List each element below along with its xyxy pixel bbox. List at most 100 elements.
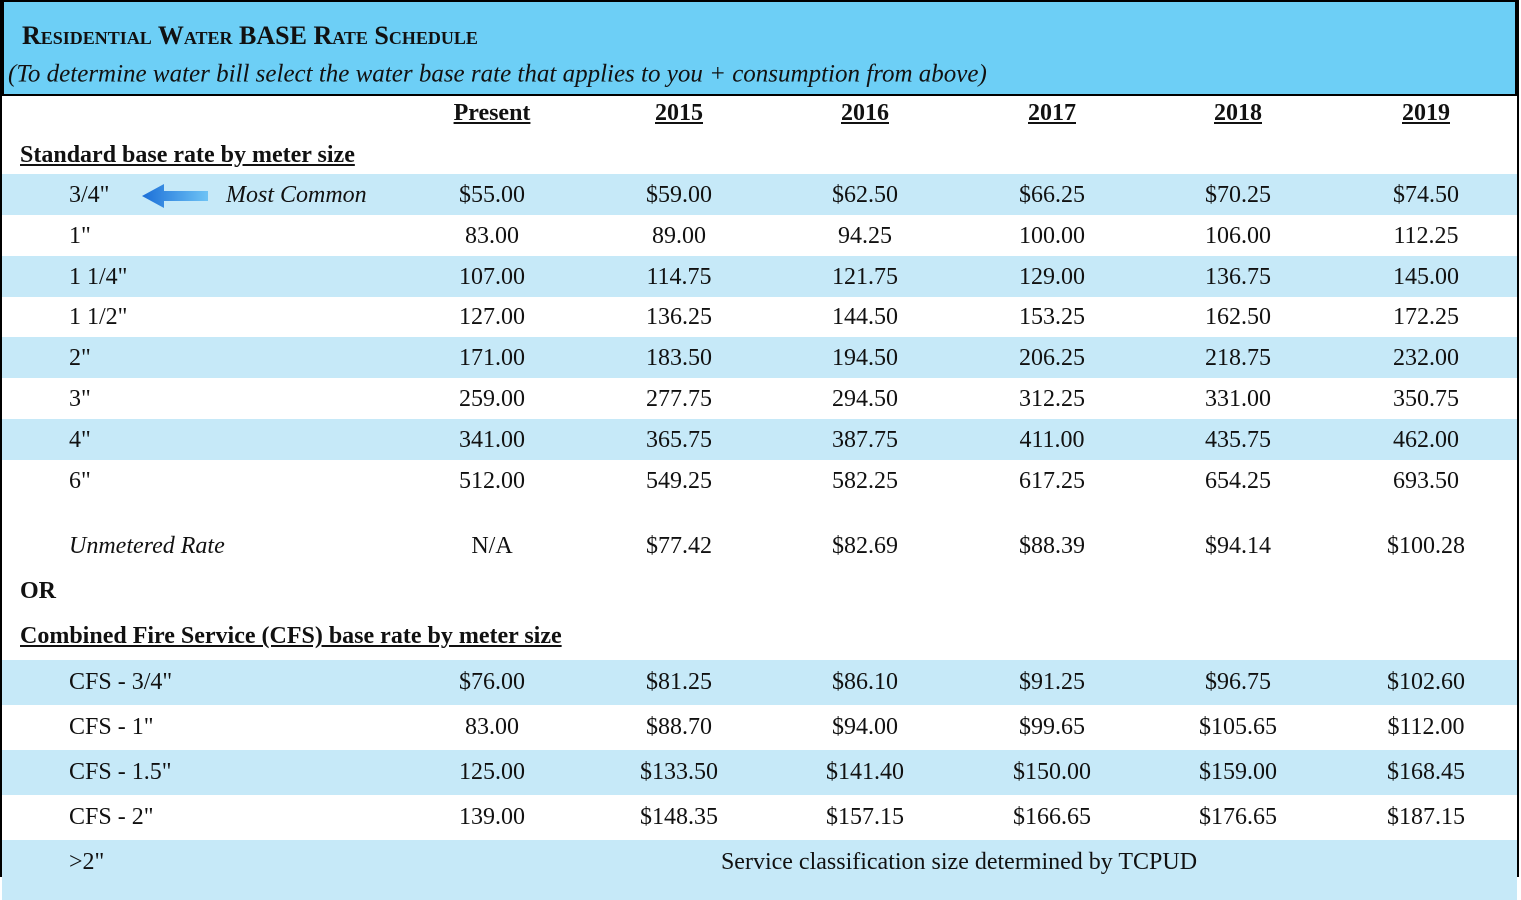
cell: 107.00: [459, 263, 525, 290]
cell: 617.25: [1019, 467, 1085, 494]
cell: $62.50: [832, 182, 898, 208]
cell: 83.00: [465, 222, 519, 249]
cell: 136.75: [1205, 263, 1271, 290]
cell: 462.00: [1393, 426, 1459, 453]
row-label: 2": [69, 345, 91, 372]
cell: 654.25: [1205, 467, 1271, 494]
row-label: 3/4": [69, 182, 110, 208]
row-band: [2, 750, 1517, 795]
row-label: 6": [69, 467, 91, 494]
cell: $96.75: [1205, 669, 1271, 695]
cell: $148.35: [640, 804, 718, 830]
cell: $176.65: [1199, 804, 1277, 830]
cell: $102.60: [1387, 669, 1465, 695]
cell: $59.00: [646, 182, 712, 208]
cell: $105.65: [1199, 714, 1277, 740]
column-header: 2016: [841, 100, 889, 126]
cell: 365.75: [646, 426, 712, 453]
cell: $91.25: [1019, 669, 1085, 695]
cell: 125.00: [459, 759, 525, 785]
cell: 136.25: [646, 304, 712, 331]
cell: 435.75: [1205, 426, 1271, 453]
title: Residential Water BASE Rate Schedule: [22, 21, 478, 50]
row-label: 1 1/4": [69, 263, 128, 290]
cell: $88.70: [646, 714, 712, 740]
cell: $112.00: [1387, 714, 1465, 740]
cell: 94.25: [838, 222, 892, 249]
arrow-icon: [142, 184, 208, 208]
cell: 153.25: [1019, 304, 1085, 331]
row-label: CFS - 1.5": [69, 759, 172, 785]
cell: 139.00: [459, 804, 525, 830]
cell: 549.25: [646, 467, 712, 494]
column-header: 2015: [655, 100, 703, 126]
cell: 350.75: [1393, 386, 1459, 412]
cell: 162.50: [1205, 304, 1271, 331]
cell: $168.45: [1387, 759, 1465, 785]
column-header: 2018: [1214, 100, 1262, 126]
cell: 100.00: [1019, 222, 1085, 249]
cell: 144.50: [832, 304, 898, 331]
cell: $133.50: [640, 759, 718, 785]
cell: 127.00: [459, 304, 525, 331]
cell: 582.25: [832, 467, 898, 494]
cell: 206.25: [1019, 345, 1085, 372]
cell: 218.75: [1205, 345, 1271, 372]
cell: 387.75: [832, 426, 898, 453]
cell: $141.40: [826, 759, 904, 785]
cell: 114.75: [646, 263, 712, 290]
cell: $74.50: [1393, 182, 1459, 208]
row-band: [2, 418, 1517, 460]
column-header: 2017: [1028, 100, 1076, 126]
row-band: [2, 174, 1517, 215]
cell: $94.14: [1205, 533, 1271, 559]
row-label: 1": [69, 222, 91, 249]
row-label: CFS - 1": [69, 714, 154, 740]
cell: 294.50: [832, 386, 898, 412]
row-note: Most Common: [226, 182, 367, 208]
row-label: 4": [69, 426, 91, 453]
cell: 341.00: [459, 426, 525, 453]
row-band: [2, 660, 1517, 705]
cell: 512.00: [459, 467, 525, 494]
cell: $76.00: [459, 669, 525, 695]
header: Residential Water BASE Rate Schedule (To…: [2, 0, 1517, 96]
cell: $150.00: [1013, 759, 1091, 785]
cell: $166.65: [1013, 804, 1091, 830]
separator: OR: [20, 578, 56, 604]
cell: $157.15: [826, 804, 904, 830]
row-band: [2, 337, 1517, 379]
cell: 145.00: [1393, 263, 1459, 290]
cell: 129.00: [1019, 263, 1085, 290]
row-label: 1 1/2": [69, 304, 128, 331]
cell: $86.10: [832, 669, 898, 695]
cell: $55.00: [459, 182, 525, 208]
cell: 121.75: [832, 263, 898, 290]
row-label: CFS - 2": [69, 804, 154, 830]
cell: $88.39: [1019, 533, 1085, 559]
cell: $94.00: [832, 714, 898, 740]
column-header: 2019: [1402, 100, 1450, 126]
row-label: CFS - 3/4": [69, 669, 173, 695]
cell: 89.00: [652, 222, 706, 249]
subtitle: (To determine water bill select the wate…: [8, 60, 987, 88]
row-band: [2, 255, 1517, 297]
cell: 331.00: [1205, 386, 1271, 412]
cell: $187.15: [1387, 804, 1465, 830]
cell: $82.69: [832, 533, 898, 559]
cell: 106.00: [1205, 222, 1271, 249]
cell: 312.25: [1019, 386, 1085, 412]
cell: $66.25: [1019, 182, 1085, 208]
cell: $100.28: [1387, 533, 1465, 559]
cell: 83.00: [465, 714, 519, 740]
cell: 232.00: [1393, 345, 1459, 372]
cell: $99.65: [1019, 714, 1085, 740]
cell: 411.00: [1019, 426, 1085, 453]
row-label: Unmetered Rate: [69, 533, 225, 559]
cell: N/A: [471, 533, 513, 559]
cell: 112.25: [1393, 222, 1459, 249]
cell: 693.50: [1393, 467, 1459, 494]
cell: 259.00: [459, 386, 525, 412]
cell: 194.50: [832, 345, 898, 372]
row-label: 3": [69, 386, 91, 412]
